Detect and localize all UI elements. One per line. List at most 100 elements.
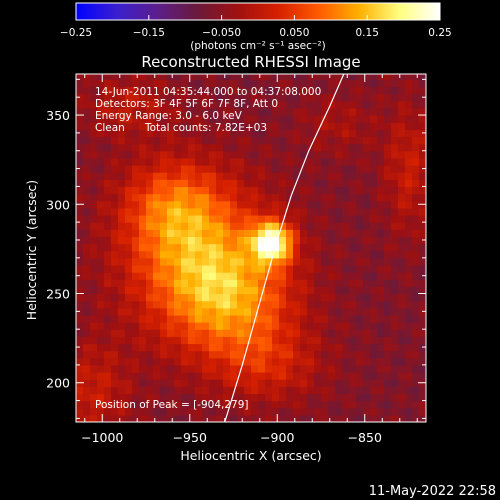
intensity-pixel <box>251 350 259 359</box>
intensity-pixel <box>104 74 112 80</box>
intensity-pixel <box>146 372 154 380</box>
intensity-pixel <box>286 250 294 259</box>
intensity-pixel <box>188 414 196 422</box>
intensity-pixel <box>230 264 238 273</box>
intensity-pixel <box>216 407 224 416</box>
intensity-pixel <box>377 129 385 138</box>
colorbar-tick-label: 0.25 <box>428 27 451 39</box>
intensity-pixel <box>265 307 273 316</box>
intensity-pixel <box>90 136 98 145</box>
intensity-pixel <box>76 143 84 152</box>
intensity-pixel <box>111 329 119 337</box>
intensity-pixel <box>279 165 287 173</box>
intensity-pixel <box>153 136 161 145</box>
intensity-pixel <box>209 179 217 188</box>
intensity-pixel <box>370 407 378 416</box>
intensity-pixel <box>97 400 105 409</box>
intensity-pixel <box>384 243 392 252</box>
intensity-pixel <box>405 314 413 323</box>
intensity-pixel <box>195 150 203 159</box>
intensity-pixel <box>188 107 196 116</box>
intensity-pixel <box>272 300 280 309</box>
intensity-pixel <box>286 100 294 109</box>
intensity-pixel <box>279 400 287 409</box>
intensity-pixel <box>314 93 322 102</box>
intensity-pixel <box>328 393 336 402</box>
intensity-pixel <box>349 172 357 180</box>
intensity-pixel <box>167 357 175 366</box>
intensity-pixel <box>125 329 133 337</box>
intensity-pixel <box>216 129 224 138</box>
intensity-pixel <box>258 279 266 287</box>
intensity-pixel <box>321 157 329 166</box>
intensity-pixel <box>419 257 426 266</box>
intensity-pixel <box>216 93 224 102</box>
intensity-pixel <box>111 407 119 416</box>
intensity-pixel <box>188 393 196 402</box>
intensity-pixel <box>265 372 273 380</box>
intensity-pixel <box>342 179 350 188</box>
intensity-pixel <box>251 186 259 195</box>
intensity-pixel <box>293 214 301 223</box>
intensity-pixel <box>76 222 84 230</box>
intensity-pixel <box>384 157 392 166</box>
intensity-pixel <box>132 93 140 102</box>
intensity-pixel <box>363 236 371 245</box>
intensity-pixel <box>146 336 154 345</box>
intensity-pixel <box>314 307 322 316</box>
intensity-pixel <box>398 293 406 302</box>
intensity-pixel <box>167 372 175 380</box>
intensity-pixel <box>188 343 196 352</box>
intensity-pixel <box>363 229 371 237</box>
intensity-pixel <box>412 322 420 330</box>
intensity-pixel <box>321 207 329 216</box>
intensity-pixel <box>328 122 336 130</box>
intensity-pixel <box>132 143 140 152</box>
intensity-pixel <box>139 229 147 237</box>
intensity-pixel <box>167 250 175 259</box>
intensity-pixel <box>153 293 161 302</box>
intensity-pixel <box>216 100 224 109</box>
intensity-pixel <box>146 264 154 273</box>
intensity-pixel <box>146 74 154 80</box>
intensity-pixel <box>104 193 112 202</box>
intensity-pixel <box>104 400 112 409</box>
intensity-pixel <box>244 207 252 216</box>
intensity-pixel <box>118 157 126 166</box>
intensity-pixel <box>370 122 378 130</box>
intensity-pixel <box>223 329 231 337</box>
intensity-pixel <box>335 336 343 345</box>
intensity-pixel <box>314 107 322 116</box>
intensity-pixel <box>342 143 350 152</box>
colorbar <box>75 2 441 21</box>
intensity-pixel <box>307 393 315 402</box>
intensity-pixel <box>293 372 301 380</box>
intensity-pixel <box>237 115 245 123</box>
intensity-pixel <box>160 379 168 387</box>
intensity-pixel <box>237 300 245 309</box>
intensity-pixel <box>356 372 364 380</box>
intensity-pixel <box>174 322 182 330</box>
intensity-pixel <box>370 314 378 323</box>
intensity-pixel <box>328 86 336 95</box>
intensity-pixel <box>146 322 154 330</box>
intensity-pixel <box>153 250 161 259</box>
intensity-pixel <box>160 115 168 123</box>
intensity-pixel <box>258 200 266 209</box>
intensity-pixel <box>237 93 245 102</box>
intensity-pixel <box>251 414 259 422</box>
intensity-pixel <box>104 329 112 337</box>
intensity-pixel <box>356 200 364 209</box>
intensity-pixel <box>307 93 315 102</box>
intensity-pixel <box>300 150 308 159</box>
intensity-pixel <box>363 264 371 273</box>
intensity-pixel <box>153 172 161 180</box>
intensity-pixel <box>258 407 266 416</box>
intensity-pixel <box>300 129 308 138</box>
intensity-pixel <box>181 122 189 130</box>
intensity-pixel <box>272 122 280 130</box>
intensity-pixel <box>174 74 182 80</box>
intensity-pixel <box>335 200 343 209</box>
intensity-pixel <box>90 143 98 152</box>
intensity-pixel <box>237 393 245 402</box>
